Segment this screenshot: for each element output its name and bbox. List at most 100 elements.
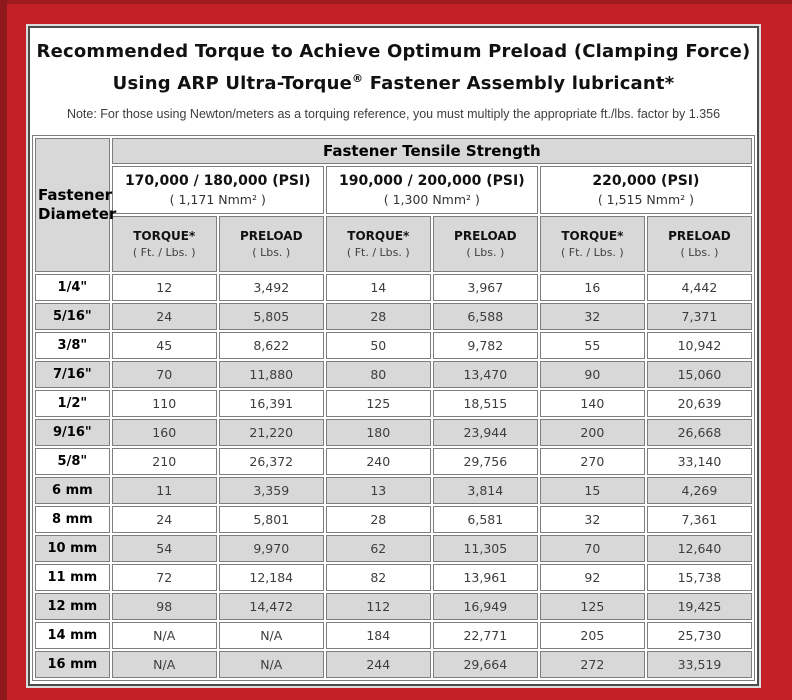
fastener-diameter-cell: 5/16" bbox=[35, 303, 110, 330]
torque-value: 180 bbox=[325, 419, 431, 446]
preload-value: 9,970 bbox=[218, 535, 324, 562]
torque-value: 270 bbox=[539, 448, 645, 475]
table-row: 3/8" 45 8,622 50 9,782 55 10,942 bbox=[35, 332, 752, 359]
preload-value: 26,668 bbox=[646, 419, 752, 446]
preload-value: 12,640 bbox=[646, 535, 752, 562]
preload-value: 33,140 bbox=[646, 448, 752, 475]
torque-label: TORQUE* bbox=[347, 229, 410, 243]
torque-value: 92 bbox=[539, 564, 645, 591]
torque-value: 12 bbox=[111, 274, 217, 301]
torque-value: 110 bbox=[111, 390, 217, 417]
torque-value: 14 bbox=[325, 274, 431, 301]
table-row: 1/2" 110 16,391 125 18,515 140 20,639 bbox=[35, 390, 752, 417]
table-row: 10 mm 54 9,970 62 11,305 70 12,640 bbox=[35, 535, 752, 562]
preload-value: 16,949 bbox=[432, 593, 538, 620]
torque-unit: ( Ft. / Lbs. ) bbox=[560, 246, 624, 259]
torque-label: TORQUE* bbox=[561, 229, 624, 243]
torque-value: 244 bbox=[325, 651, 431, 678]
page-title-line1: Recommended Torque to Achieve Optimum Pr… bbox=[36, 41, 751, 62]
torque-unit: ( Ft. / Lbs. ) bbox=[132, 246, 196, 259]
torque-value: 184 bbox=[325, 622, 431, 649]
preload-value: 20,639 bbox=[646, 390, 752, 417]
psi-group-190-200: 190,000 / 200,000 (PSI) ( 1,300 Nmm² ) bbox=[325, 166, 538, 214]
tensile-strength-header-row: Fastener Diameter Fastener Tensile Stren… bbox=[35, 138, 752, 272]
preload-value: 11,880 bbox=[218, 361, 324, 388]
table-row: 7/16" 70 11,880 80 13,470 90 15,060 bbox=[35, 361, 752, 388]
content-panel: Recommended Torque to Achieve Optimum Pr… bbox=[28, 26, 759, 686]
page-title-line2: Using ARP Ultra-Torque® Fastener Assembl… bbox=[32, 65, 755, 97]
preload-value: 10,942 bbox=[646, 332, 752, 359]
preload-value: 5,805 bbox=[218, 303, 324, 330]
torque-value: 11 bbox=[111, 477, 217, 504]
preload-value: 15,060 bbox=[646, 361, 752, 388]
torque-value: 24 bbox=[111, 506, 217, 533]
newton-meters-note: Note: For those using Newton/meters as a… bbox=[66, 107, 721, 121]
preload-value: 25,730 bbox=[646, 622, 752, 649]
preload-value: 29,756 bbox=[432, 448, 538, 475]
torque-value: 70 bbox=[539, 535, 645, 562]
table-row: 11 mm 72 12,184 82 13,961 92 15,738 bbox=[35, 564, 752, 591]
torque-value: 205 bbox=[539, 622, 645, 649]
preload-label: PRELOAD bbox=[454, 229, 517, 243]
fastener-diameter-cell: 6 mm bbox=[35, 477, 110, 504]
torque-value: 272 bbox=[539, 651, 645, 678]
preload-subheader: PRELOAD ( Lbs. ) bbox=[218, 216, 324, 272]
preload-value: 18,515 bbox=[432, 390, 538, 417]
table-row: 12 mm 98 14,472 112 16,949 125 19,425 bbox=[35, 593, 752, 620]
preload-value: 4,442 bbox=[646, 274, 752, 301]
torque-value: N/A bbox=[111, 651, 217, 678]
torque-value: 15 bbox=[539, 477, 645, 504]
preload-value: 3,967 bbox=[432, 274, 538, 301]
torque-value: 125 bbox=[325, 390, 431, 417]
fastener-diameter-cell: 7/16" bbox=[35, 361, 110, 388]
preload-value: 3,359 bbox=[218, 477, 324, 504]
fastener-diameter-cell: 14 mm bbox=[35, 622, 110, 649]
torque-subheader: TORQUE* ( Ft. / Lbs. ) bbox=[539, 216, 645, 272]
torque-label: TORQUE* bbox=[133, 229, 196, 243]
psi-group-170-180: 170,000 / 180,000 (PSI) ( 1,171 Nmm² ) bbox=[111, 166, 324, 214]
torque-value: 210 bbox=[111, 448, 217, 475]
table-row: 14 mm N/A N/A 184 22,771 205 25,730 bbox=[35, 622, 752, 649]
torque-subheader: TORQUE* ( Ft. / Lbs. ) bbox=[325, 216, 431, 272]
fastener-diameter-cell: 1/2" bbox=[35, 390, 110, 417]
nmm-value: ( 1,515 Nmm² ) bbox=[597, 192, 695, 207]
preload-value: 14,472 bbox=[218, 593, 324, 620]
psi-value: 170,000 / 180,000 (PSI) bbox=[124, 173, 311, 189]
preload-value: 26,372 bbox=[218, 448, 324, 475]
torque-value: 45 bbox=[111, 332, 217, 359]
top-edge-shadow bbox=[0, 0, 792, 4]
table-row: 1/4" 12 3,492 14 3,967 16 4,442 bbox=[35, 274, 752, 301]
table-row: 6 mm 11 3,359 13 3,814 15 4,269 bbox=[35, 477, 752, 504]
torque-value: N/A bbox=[111, 622, 217, 649]
psi-value: 220,000 (PSI) bbox=[592, 173, 700, 189]
torque-value: 125 bbox=[539, 593, 645, 620]
torque-subheader: TORQUE* ( Ft. / Lbs. ) bbox=[111, 216, 217, 272]
preload-value: 7,371 bbox=[646, 303, 752, 330]
torque-value: 16 bbox=[539, 274, 645, 301]
preload-value: 6,581 bbox=[432, 506, 538, 533]
torque-value: 13 bbox=[325, 477, 431, 504]
table-row: 16 mm N/A N/A 244 29,664 272 33,519 bbox=[35, 651, 752, 678]
left-edge-shadow bbox=[0, 0, 7, 700]
preload-value: 3,814 bbox=[432, 477, 538, 504]
preload-value: 3,492 bbox=[218, 274, 324, 301]
psi-group-220: 220,000 (PSI) ( 1,515 Nmm² ) bbox=[539, 166, 752, 214]
torque-value: 98 bbox=[111, 593, 217, 620]
preload-value: 16,391 bbox=[218, 390, 324, 417]
torque-value: 62 bbox=[325, 535, 431, 562]
torque-value: 160 bbox=[111, 419, 217, 446]
title-line2-pre: Using ARP Ultra-Torque bbox=[112, 73, 353, 94]
fastener-diameter-label-line1: Fastener bbox=[38, 186, 113, 204]
torque-value: 32 bbox=[539, 303, 645, 330]
fastener-diameter-label-line2: Diameter bbox=[38, 205, 117, 223]
fastener-diameter-cell: 10 mm bbox=[35, 535, 110, 562]
table-row: 9/16" 160 21,220 180 23,944 200 26,668 bbox=[35, 419, 752, 446]
preload-value: 8,622 bbox=[218, 332, 324, 359]
torque-unit: ( Ft. / Lbs. ) bbox=[346, 246, 410, 259]
preload-value: 19,425 bbox=[646, 593, 752, 620]
torque-value: 240 bbox=[325, 448, 431, 475]
table-row: 5/8" 210 26,372 240 29,756 270 33,140 bbox=[35, 448, 752, 475]
fastener-diameter-cell: 8 mm bbox=[35, 506, 110, 533]
preload-value: 21,220 bbox=[218, 419, 324, 446]
